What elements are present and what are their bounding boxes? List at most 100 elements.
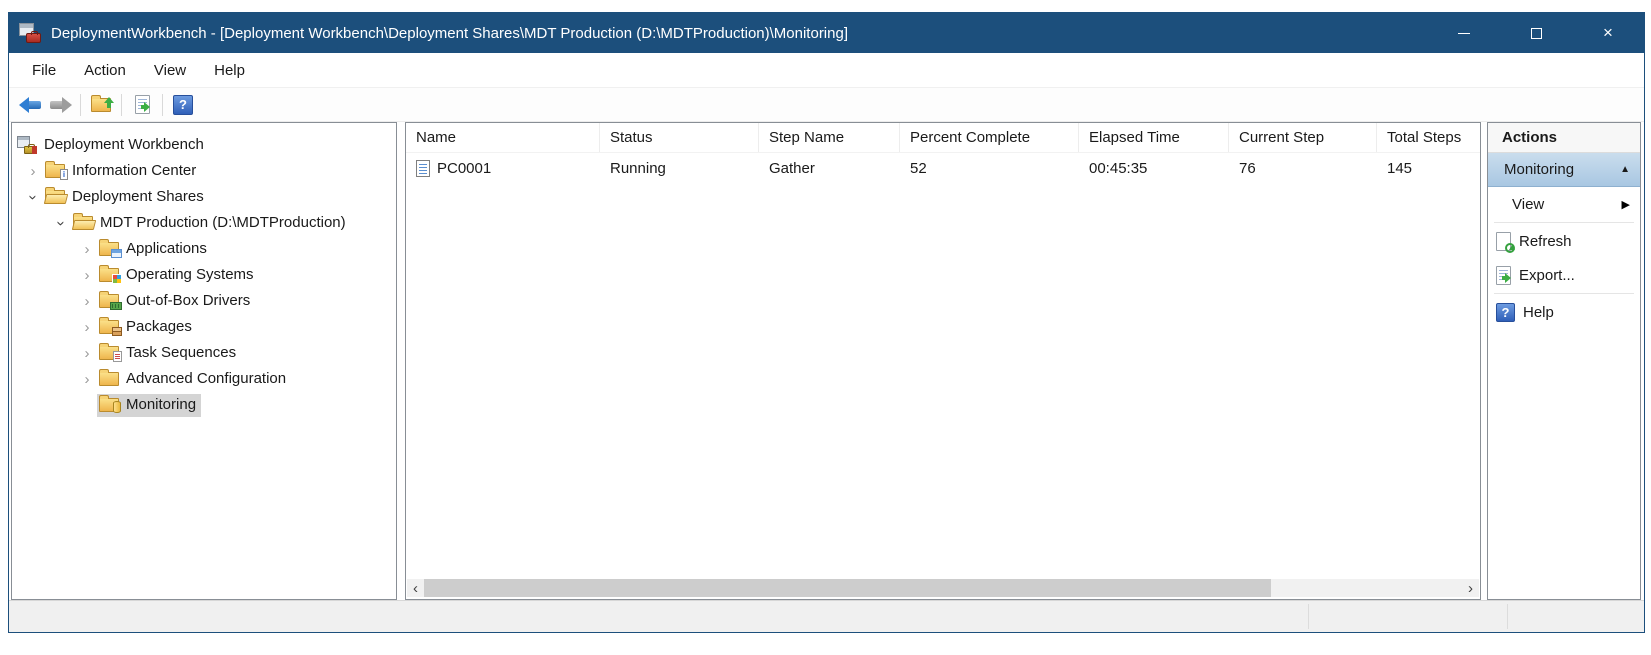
tree-item-packages[interactable]: › Packages: [12, 314, 396, 340]
forward-icon: [49, 96, 72, 113]
export-list-button[interactable]: [127, 91, 157, 119]
chevron-collapsed-icon[interactable]: ›: [84, 344, 90, 362]
back-icon: [18, 96, 42, 113]
table-row[interactable]: PC0001 Running Gather 52 00:45:35 76 145: [406, 153, 1480, 183]
tree-item-out-of-box-drivers[interactable]: › Out-of-Box Drivers: [12, 288, 396, 314]
back-button[interactable]: [15, 91, 45, 119]
actions-pane-title: Actions: [1488, 123, 1640, 153]
export-list-icon: [134, 95, 150, 114]
monitor-badge-icon: [113, 400, 121, 413]
folder-info-icon: [45, 160, 68, 180]
cell-total-steps: 145: [1387, 159, 1413, 177]
action-view[interactable]: View ▶: [1488, 187, 1640, 221]
list-header-row: Name Status Step Name Percent Complete E…: [406, 123, 1480, 153]
folder-task-sequences-icon: [99, 342, 122, 362]
info-badge-icon: [60, 168, 68, 180]
tree-item-information-center[interactable]: › Information Center: [12, 158, 396, 184]
column-header-percent-complete[interactable]: Percent Complete: [900, 123, 1079, 152]
status-bar-divider: [1507, 604, 1508, 629]
chevron-expanded-icon[interactable]: ›: [24, 194, 42, 200]
tree-item-advanced-configuration[interactable]: › Advanced Configuration: [12, 366, 396, 392]
tree-item-operating-systems[interactable]: › Operating Systems: [12, 262, 396, 288]
help-icon: ?: [173, 94, 193, 115]
open-folder-icon: [73, 212, 93, 230]
driver-badge-icon: [110, 301, 122, 310]
scroll-right-arrow-icon[interactable]: ›: [1468, 579, 1473, 597]
actions-group-label: Monitoring: [1504, 161, 1575, 178]
folder-drivers-icon: [99, 290, 122, 310]
column-header-step-name[interactable]: Step Name: [759, 123, 900, 152]
column-header-total-steps[interactable]: Total Steps: [1377, 123, 1480, 152]
window-title: DeploymentWorkbench - [Deployment Workbe…: [51, 24, 848, 42]
up-one-level-button[interactable]: [86, 91, 116, 119]
submenu-arrow-icon: ▶: [1621, 198, 1630, 211]
minimize-button[interactable]: [1428, 13, 1500, 53]
chevron-collapsed-icon[interactable]: ›: [84, 266, 90, 284]
actions-group-monitoring[interactable]: Monitoring ▲: [1488, 153, 1640, 187]
tree-item-monitoring[interactable]: › Monitoring: [12, 392, 396, 418]
forward-button[interactable]: [45, 91, 75, 119]
chevron-collapsed-icon[interactable]: ›: [84, 292, 90, 310]
content-area: Deployment Workbench › Information Cente…: [9, 122, 1644, 602]
tree-item-task-sequences[interactable]: › Task Sequences: [12, 340, 396, 366]
menu-help[interactable]: Help: [214, 61, 245, 79]
tree-item-mdt-production[interactable]: › MDT Production (D:\MDTProduction): [52, 212, 346, 231]
selected-tree-item[interactable]: Monitoring: [97, 393, 202, 417]
column-header-status[interactable]: Status: [600, 123, 759, 152]
tree-item-applications[interactable]: › Applications: [12, 236, 396, 262]
scroll-left-arrow-icon[interactable]: ‹: [413, 579, 418, 597]
workbench-icon: [17, 135, 37, 154]
package-badge-icon: [112, 326, 122, 336]
export-icon: [1496, 265, 1511, 285]
maximize-button[interactable]: [1500, 13, 1572, 53]
chevron-collapsed-icon[interactable]: ›: [84, 318, 90, 336]
collapse-icon[interactable]: ▲: [1620, 164, 1630, 175]
actions-separator: [1494, 222, 1634, 223]
maximize-icon: [1530, 27, 1542, 39]
results-list-pane: Name Status Step Name Percent Complete E…: [405, 122, 1481, 600]
horizontal-scrollbar[interactable]: ‹ ›: [407, 579, 1479, 597]
tree-item-deployment-shares[interactable]: › Deployment Shares: [24, 186, 204, 205]
status-bar-divider: [1308, 604, 1309, 629]
close-button[interactable]: ×: [1572, 13, 1644, 53]
actions-pane: Actions Monitoring ▲ View ▶ Refresh Expo…: [1487, 122, 1641, 600]
tree-item-deployment-workbench[interactable]: Deployment Workbench: [12, 132, 396, 158]
column-header-current-step[interactable]: Current Step: [1229, 123, 1377, 152]
menu-view[interactable]: View: [153, 61, 187, 79]
actions-separator: [1494, 293, 1634, 294]
scrollbar-thumb[interactable]: [424, 579, 1271, 597]
status-bar: [9, 600, 1644, 632]
chevron-collapsed-icon[interactable]: ›: [84, 370, 90, 388]
menu-file[interactable]: File: [32, 61, 57, 79]
toolbar-separator: [162, 93, 163, 116]
folder-os-icon: [99, 264, 122, 284]
minimize-icon: [1458, 32, 1470, 34]
chevron-collapsed-icon[interactable]: ›: [30, 162, 36, 180]
action-export[interactable]: Export...: [1488, 258, 1640, 292]
cell-percent-complete: 52: [910, 159, 927, 177]
cell-elapsed-time: 00:45:35: [1089, 159, 1148, 177]
computer-item-icon: [416, 159, 430, 177]
action-help[interactable]: ? Help: [1488, 295, 1640, 329]
folder-applications-icon: [99, 238, 122, 258]
close-icon: ×: [1603, 23, 1613, 42]
chevron-collapsed-icon[interactable]: ›: [84, 240, 90, 258]
cell-current-step: 76: [1239, 159, 1256, 177]
folder-monitoring-icon: [99, 394, 121, 413]
column-header-name[interactable]: Name: [406, 123, 600, 152]
open-folder-icon: [45, 186, 65, 204]
menu-action[interactable]: Action: [84, 61, 126, 79]
application-badge-icon: [111, 248, 122, 258]
folder-packages-icon: [99, 316, 122, 336]
chevron-expanded-icon[interactable]: ›: [52, 220, 70, 226]
console-tree-pane: Deployment Workbench › Information Cente…: [11, 122, 397, 600]
action-refresh[interactable]: Refresh: [1488, 224, 1640, 258]
refresh-icon: [1496, 231, 1515, 253]
cell-status: Running: [610, 159, 666, 177]
toolbar: ?: [9, 88, 1644, 122]
os-badge-icon: [112, 273, 122, 284]
title-bar[interactable]: DeploymentWorkbench - [Deployment Workbe…: [9, 13, 1644, 53]
help-button[interactable]: ?: [168, 91, 198, 119]
column-header-elapsed-time[interactable]: Elapsed Time: [1079, 123, 1229, 152]
toolbar-separator: [80, 93, 81, 116]
